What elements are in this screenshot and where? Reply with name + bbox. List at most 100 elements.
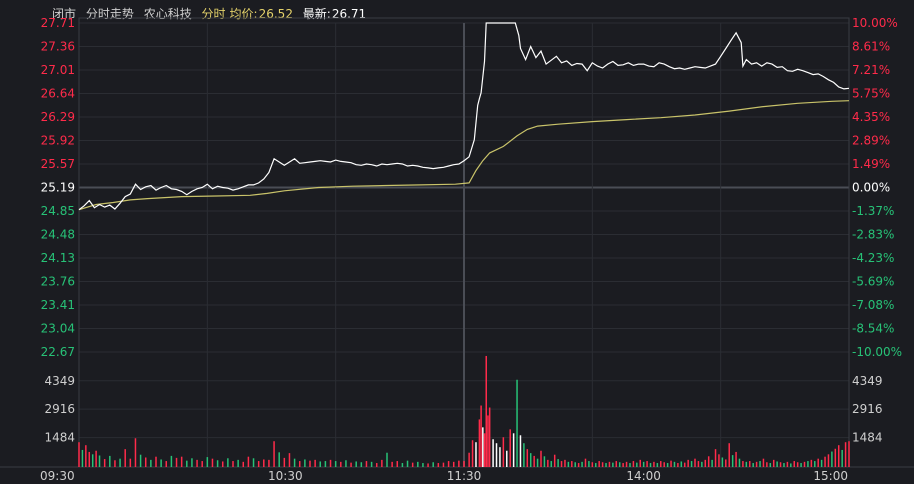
volume-bar [417, 461, 419, 467]
volume-bar [598, 461, 600, 467]
volume-bar [762, 458, 765, 467]
volume-bar [653, 461, 655, 467]
volume-bar [304, 459, 306, 467]
volume-bar [769, 463, 772, 467]
volume-bar [834, 448, 837, 467]
volume-bar [735, 451, 737, 467]
volume-bar [844, 442, 847, 467]
price-tick-label: 27.71 [41, 16, 75, 30]
volume-bar [191, 458, 193, 467]
volume-bar [478, 419, 481, 467]
volume-bar [411, 462, 414, 467]
volume-bar [605, 463, 607, 467]
volume-bar [755, 461, 758, 467]
volume-bar [237, 459, 239, 467]
volume-bar [584, 458, 587, 467]
volume-bar [540, 450, 542, 467]
volume-bar [221, 461, 224, 467]
price-tick-label: 24.13 [41, 251, 75, 265]
volume-bar [694, 458, 696, 467]
percent-tick-label: -10.00% [852, 345, 902, 359]
volume-bar [144, 457, 147, 467]
volume-bar [639, 459, 641, 467]
volume-bar [309, 460, 311, 467]
volume-bar [98, 455, 101, 467]
volume-bar [824, 456, 826, 467]
volume-bar [711, 459, 713, 467]
volume-bar [660, 461, 662, 467]
volume-bar [800, 463, 802, 467]
volume-bar [642, 461, 645, 467]
volume-bar [502, 437, 505, 467]
volume-bar [516, 379, 518, 467]
volume-bar [91, 454, 94, 467]
volume-tick-label: 1484 [44, 431, 75, 445]
price-tick-label: 24.48 [41, 228, 75, 242]
price-tick-label: 25.92 [41, 134, 75, 148]
volume-bar [752, 463, 754, 467]
volume-bar [114, 460, 116, 467]
percent-tick-label: -7.08% [852, 298, 894, 312]
volume-bar [492, 439, 494, 467]
volume-bar [728, 443, 730, 467]
volume-bar [487, 415, 489, 467]
volume-bar [783, 463, 785, 467]
volume-bar [666, 463, 669, 467]
volume-bar [186, 460, 188, 467]
volume-bar [463, 461, 465, 467]
volume-bar [432, 462, 434, 467]
price-tick-label: 25.57 [41, 157, 75, 171]
price-tick-label: 26.29 [41, 110, 75, 124]
percent-tick-label: 2.89% [852, 134, 890, 148]
volume-bar [278, 452, 280, 467]
volume-bar [680, 461, 683, 467]
volume-bar [468, 452, 470, 467]
volume-bar [759, 461, 761, 467]
percent-tick-label: 5.75% [852, 87, 890, 101]
volume-bar [567, 461, 570, 467]
volume-bar [85, 445, 87, 467]
volume-bar [488, 407, 491, 467]
volume-bar [365, 461, 368, 467]
volume-bar [483, 433, 486, 467]
volume-bar [329, 459, 332, 467]
volume-bar [406, 460, 409, 467]
volume-bar [268, 459, 270, 467]
volume-bar [442, 462, 445, 467]
volume-bar [334, 461, 337, 467]
volume-bar [848, 441, 850, 467]
volume-bar [790, 463, 792, 467]
volume-bar [273, 441, 275, 467]
volume-bar [495, 443, 498, 467]
volume-tick-label: 2916 [852, 402, 883, 416]
volume-bar [263, 459, 265, 467]
volume-bar [458, 460, 460, 467]
volume-bar [480, 405, 482, 467]
volume-bar [543, 456, 546, 467]
volume-bar [677, 463, 679, 467]
volume-bar [574, 462, 576, 467]
volume-bar [247, 456, 250, 467]
volume-bar [529, 453, 532, 467]
market-status: 闭市 [52, 7, 77, 21]
volume-bar [687, 459, 689, 467]
volume-bar [257, 461, 260, 467]
volume-tick-label: 2916 [44, 402, 75, 416]
volume-bar [447, 461, 450, 467]
volume-bar [88, 451, 91, 467]
percent-tick-label: -5.69% [852, 275, 894, 289]
volume-bar [216, 460, 219, 467]
volume-bar [170, 455, 173, 467]
price-tick-label: 22.67 [41, 345, 75, 359]
volume-bar [386, 452, 388, 467]
volume-bar [370, 461, 373, 467]
volume-bar [701, 461, 703, 467]
volume-bar [350, 462, 352, 467]
volume-bar [129, 458, 132, 467]
price-tick-label: 23.04 [41, 322, 75, 336]
volume-bar [475, 442, 477, 467]
percent-tick-label: 7.21% [852, 63, 890, 77]
percent-tick-label: -8.54% [852, 322, 894, 336]
volume-bar [670, 460, 672, 467]
